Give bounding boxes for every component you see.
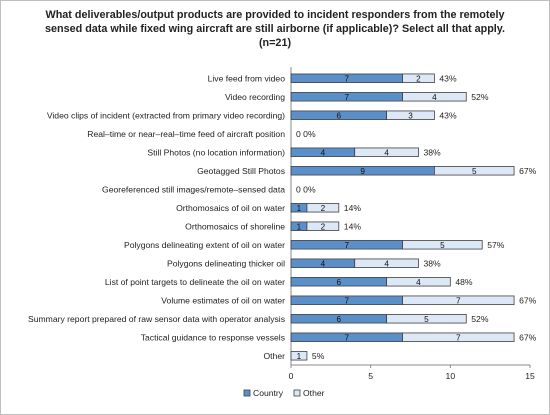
percent-label: 67% [519,166,537,176]
percent-label: 43% [439,110,457,120]
category-label: Orthomosaics of oil on water [176,203,285,213]
bar-value-label: 1 [297,222,302,231]
bar-value-label: 5 [440,241,445,250]
chart-title: What deliverables/output products are pr… [45,9,505,35]
bar-other [402,92,467,102]
bar-other [306,203,340,213]
percent-label: 5% [312,351,325,361]
percent-label: 57% [487,240,505,250]
x-tick-label: 15 [525,371,535,381]
category-label: Orthomosaics of shoreline [185,221,285,231]
percent-label: 0 0% [296,184,316,194]
category-label: Live feed from video [208,73,286,83]
legend: Country Other [243,388,325,398]
bar-value-label: 2 [321,222,326,231]
category-label: List of point targets to delineate the o… [105,277,285,287]
legend-swatch-country [243,389,251,397]
bar-other [290,351,308,361]
bar-value-label: 2 [416,74,421,83]
bar-value-label: 1 [297,352,302,361]
percent-label: 38% [423,147,441,157]
percent-label: 67% [519,332,537,342]
category-label: Video clips of incident (extracted from … [47,110,285,120]
bar-other [386,110,435,120]
bar-value-label: 7 [456,333,461,342]
percent-label: 14% [344,221,362,231]
bar-value-label: 5 [472,167,477,176]
bar-value-label: 5 [424,315,429,324]
percent-label: 14% [344,203,362,213]
bar-value-label: 4 [321,259,326,268]
bar-other [402,240,483,250]
bar-value-label: 4 [416,278,421,287]
bar-value-label: 6 [337,315,342,324]
bar-value-label: 7 [344,241,349,250]
bar-value-label: 4 [384,259,389,268]
bar-other [354,147,419,157]
percent-label: 48% [455,277,473,287]
category-label: Real–time or near–real–time feed of airc… [87,129,285,139]
legend-label-country: Country [253,388,284,398]
bar-value-label: 2 [321,204,326,213]
category-label: Georeferenced still images/remote–sensed… [102,184,285,194]
bar-value-label: 3 [408,111,413,120]
category-label: Summary report prepared of raw sensor da… [28,314,285,324]
bar-value-label: 7 [344,333,349,342]
bar-value-label: 7 [456,296,461,305]
bar-value-label: 7 [344,296,349,305]
percent-label: 38% [423,258,441,268]
category-label: Other [264,351,286,361]
bar-other [402,332,515,342]
category-label: Polygons delineating thicker oil [167,258,285,268]
bar-other [306,221,340,231]
legend-swatch-other [293,389,301,397]
category-label: Geotagged Still Photos [197,166,285,176]
bar-other [386,314,467,324]
bar-value-label: 9 [360,167,365,176]
bar-value-label: 6 [337,278,342,287]
percent-label: 43% [439,73,457,83]
bar-value-label: 4 [384,148,389,157]
percent-label: 67% [519,295,537,305]
bar-other [402,295,515,305]
bar-value-label: 1 [297,204,302,213]
bar-other [433,166,515,176]
percent-label: 0 0% [296,129,316,139]
category-label: Video recording [225,92,285,102]
bar-value-label: 7 [344,74,349,83]
chart-subtitle: (n=21) [258,37,292,49]
x-tick-label: 5 [368,371,373,381]
category-label: Polygons delineating extent of oil on wa… [124,240,285,250]
bar-value-label: 7 [344,93,349,102]
category-label: Tactical guidance to response vessels [141,332,285,342]
category-label: Still Photos (no location information) [147,147,285,157]
bar-value-label: 4 [321,148,326,157]
bar-other [402,73,435,83]
legend-label-other: Other [303,388,325,398]
category-label: Volume estimates of oil on water [161,295,285,305]
bar-value-label: 4 [432,93,437,102]
bar-value-label: 6 [337,111,342,120]
percent-label: 52% [471,314,489,324]
percent-label: 52% [471,92,489,102]
x-tick-label: 0 [289,371,294,381]
bar-other [354,258,419,268]
x-tick-label: 10 [446,371,456,381]
bar-other [386,277,451,287]
